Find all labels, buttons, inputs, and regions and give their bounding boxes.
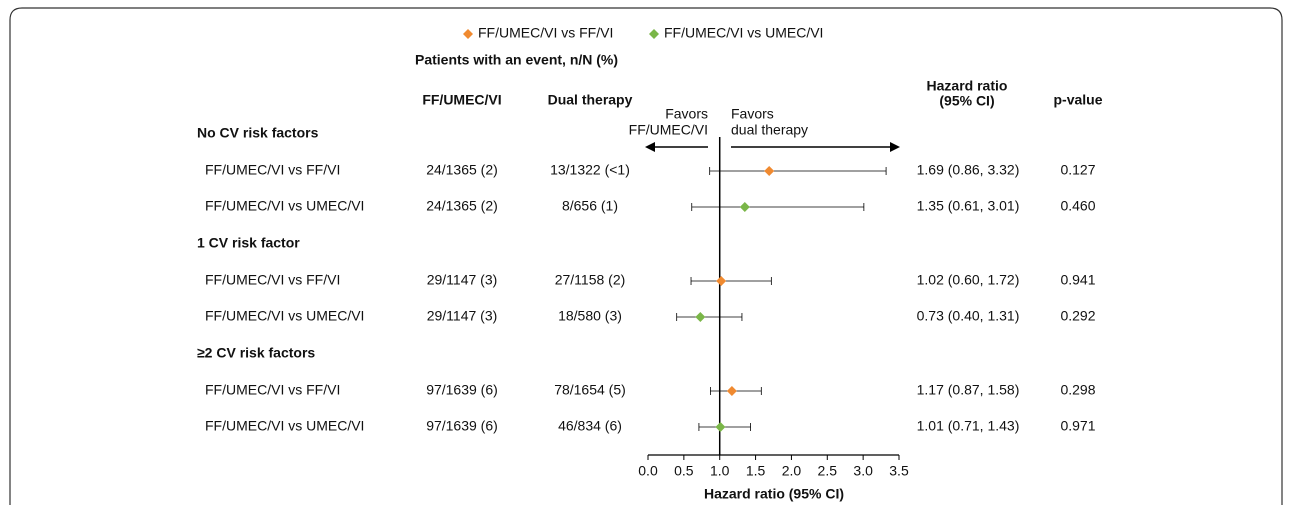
- column-header: Dual therapy: [548, 92, 633, 108]
- x-tick-label: 3.0: [853, 463, 873, 479]
- legend-label: FF/UMEC/VI vs UMEC/VI: [664, 25, 823, 41]
- cell: 97/1639 (6): [426, 382, 498, 398]
- cell: 0.971: [1060, 418, 1095, 434]
- cell: 0.298: [1060, 382, 1095, 398]
- favors-arrows: [645, 142, 900, 152]
- cell: 1.69 (0.86, 3.32): [917, 162, 1020, 178]
- column-header: FF/UMEC/VI: [422, 92, 501, 108]
- cell: 13/1322 (<1): [550, 162, 630, 178]
- column-header: (95% CI): [939, 93, 994, 109]
- favors-label: Favors: [665, 106, 708, 122]
- cell: 97/1639 (6): [426, 418, 498, 434]
- row-label: FF/UMEC/VI vs UMEC/VI: [205, 418, 364, 434]
- x-tick-label: 0.5: [674, 463, 694, 479]
- group-header: Patients with an event, n/N (%): [415, 52, 618, 68]
- row-label: FF/UMEC/VI vs FF/VI: [205, 272, 340, 288]
- x-tick-label: 1.5: [746, 463, 766, 479]
- cell: 78/1654 (5): [554, 382, 626, 398]
- cell: 0.127: [1060, 162, 1095, 178]
- legend-marker: [649, 29, 659, 39]
- cell: 29/1147 (3): [427, 308, 498, 324]
- row-label: FF/UMEC/VI vs UMEC/VI: [205, 308, 364, 324]
- frame: [9, 7, 1283, 505]
- x-tick-label: 2.0: [782, 463, 802, 479]
- point-estimate: [739, 202, 750, 212]
- row-label: FF/UMEC/VI vs UMEC/VI: [205, 198, 364, 214]
- cell: 8/656 (1): [562, 198, 618, 214]
- favors-label: dual therapy: [731, 122, 808, 138]
- cell: 29/1147 (3): [427, 272, 498, 288]
- point-estimate: [716, 276, 727, 286]
- cell: 0.73 (0.40, 1.31): [917, 308, 1020, 324]
- cell: 1.02 (0.60, 1.72): [917, 272, 1020, 288]
- point-estimate: [764, 166, 775, 176]
- cell: 1.01 (0.71, 1.43): [917, 418, 1020, 434]
- cell: 1.35 (0.61, 3.01): [917, 198, 1020, 214]
- point-estimate: [726, 386, 737, 396]
- x-tick-label: 0.0: [638, 463, 658, 479]
- x-tick-label: 3.5: [889, 463, 909, 479]
- group-label: No CV risk factors: [197, 125, 319, 141]
- row-label: FF/UMEC/VI vs FF/VI: [205, 162, 340, 178]
- column-header: p-value: [1053, 92, 1102, 108]
- cell: 0.460: [1060, 198, 1095, 214]
- cell: 46/834 (6): [558, 418, 622, 434]
- x-tick-label: 1.0: [710, 463, 730, 479]
- x-tick-label: 2.5: [818, 463, 838, 479]
- legend-marker: [463, 29, 473, 39]
- x-axis-label: Hazard ratio (95% CI): [704, 486, 844, 502]
- favors-label: Favors: [731, 106, 774, 122]
- cell: 0.941: [1060, 272, 1095, 288]
- row-label: FF/UMEC/VI vs FF/VI: [205, 382, 340, 398]
- cell: 24/1365 (2): [426, 198, 498, 214]
- legend-label: FF/UMEC/VI vs FF/VI: [478, 25, 613, 41]
- cell: 1.17 (0.87, 1.58): [917, 382, 1020, 398]
- cell: 18/580 (3): [558, 308, 622, 324]
- group-label: ≥2 CV risk factors: [197, 345, 315, 361]
- favors-label: FF/UMEC/VI: [629, 122, 708, 138]
- cell: 24/1365 (2): [426, 162, 498, 178]
- group-label: 1 CV risk factor: [197, 235, 300, 251]
- column-header: Hazard ratio: [927, 78, 1008, 94]
- point-estimate: [695, 312, 706, 322]
- cell: 0.292: [1060, 308, 1095, 324]
- cell: 27/1158 (2): [555, 272, 626, 288]
- point-estimate: [715, 422, 726, 432]
